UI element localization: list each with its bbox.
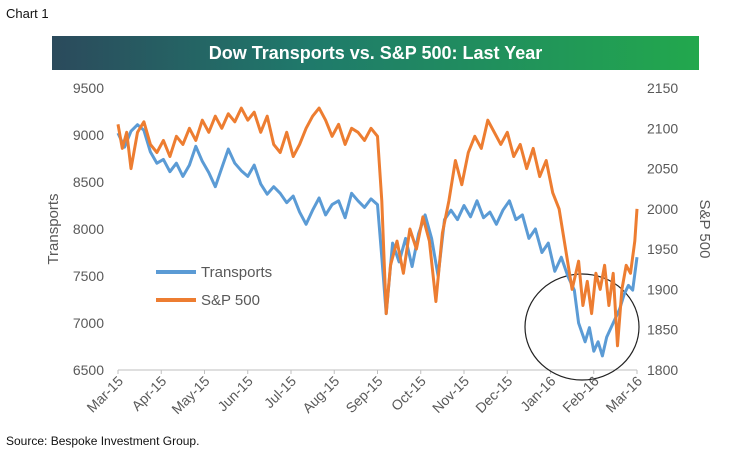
y-tick-label: 9000 <box>73 127 104 143</box>
y2-tick-label: 2000 <box>647 201 678 217</box>
y-tick-label: 7500 <box>73 268 104 284</box>
y2-tick-label: 2150 <box>647 80 678 96</box>
y-tick-label: 8000 <box>73 221 104 237</box>
y-axis-label: Transports <box>45 193 62 264</box>
x-tick-label: May-15 <box>168 373 212 417</box>
legend-label: Transports <box>201 264 272 281</box>
y2-tick-label: 1800 <box>647 362 678 378</box>
source-note: Source: Bespoke Investment Group. <box>6 434 200 448</box>
x-tick-label: Mar-15 <box>83 373 126 416</box>
y-tick-label: 8500 <box>73 174 104 190</box>
y-tick-label: 7000 <box>73 315 104 331</box>
chart-title-band: Dow Transports vs. S&P 500: Last Year <box>52 36 699 70</box>
y2-tick-label: 1900 <box>647 281 678 297</box>
x-tick-label: Aug-15 <box>299 373 342 416</box>
x-tick-label: Jun-15 <box>214 373 256 415</box>
y2-tick-label: 1950 <box>647 241 678 257</box>
series-line-transports <box>116 123 639 358</box>
x-tick-label: Jan-16 <box>517 373 559 415</box>
y2-axis-label: S&P 500 <box>696 200 713 259</box>
series-line-sp500 <box>116 106 639 348</box>
x-tick-label: Nov-15 <box>429 373 472 416</box>
x-tick-label: Jul-15 <box>261 373 299 411</box>
y-tick-label: 6500 <box>73 362 104 378</box>
legend-label: S&P 500 <box>201 292 260 309</box>
chart-label: Chart 1 <box>6 6 49 21</box>
x-tick-label: Apr-15 <box>128 373 169 414</box>
annotation-circle <box>524 273 640 381</box>
y2-tick-label: 1850 <box>647 322 678 338</box>
y-tick-label: 9500 <box>73 80 104 96</box>
y2-tick-label: 2100 <box>647 120 678 136</box>
y2-tick-label: 2050 <box>647 161 678 177</box>
chart-title: Dow Transports vs. S&P 500: Last Year <box>208 43 543 63</box>
x-tick-label: Mar-16 <box>602 373 645 416</box>
x-tick-label: Sep-15 <box>342 373 385 416</box>
x-tick-label: Dec-15 <box>472 373 515 416</box>
x-tick-label: Oct-15 <box>388 373 429 414</box>
